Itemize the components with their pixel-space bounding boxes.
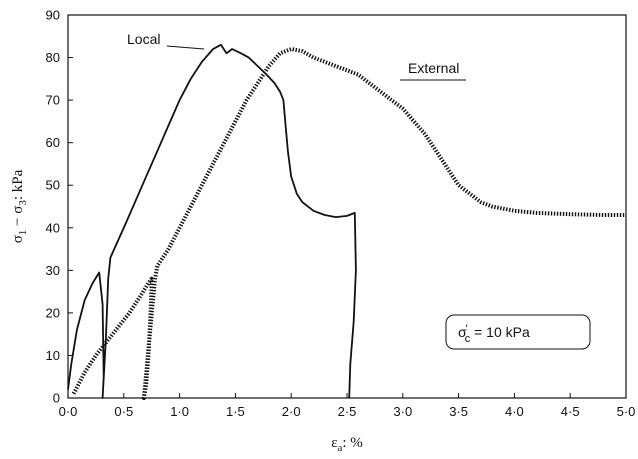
series-labels: Local External — [127, 31, 466, 81]
series-line-local — [67, 43, 357, 399]
y-tick-label: 80 — [46, 50, 60, 65]
local-label: Local — [127, 31, 160, 47]
x-tick-label: 4·5 — [561, 404, 580, 419]
series-line-external — [71, 47, 626, 400]
y-axis-label-p1: σ — [10, 235, 26, 243]
annotation-rect — [445, 314, 591, 350]
x-axis-label: εa: % — [331, 435, 363, 454]
annotation-prime: ′ — [466, 323, 468, 335]
x-axis-label-rest: : % — [342, 435, 362, 451]
y-tick-label: 60 — [46, 135, 60, 150]
y-tick-label: 40 — [46, 220, 60, 235]
y-tick-label: 70 — [46, 93, 60, 108]
y-axis-label-s1: 1 — [17, 230, 29, 236]
x-tick-label: 5·0 — [617, 404, 636, 419]
x-tick-label: 1·0 — [170, 404, 189, 419]
series-group — [67, 43, 626, 400]
x-tick-label: 0·0 — [59, 404, 78, 419]
x-tick-label: 3·5 — [449, 404, 468, 419]
annotation-text: σ′ c = 10 kPa — [458, 323, 530, 345]
y-axis-label-p3: : kPa — [10, 169, 26, 200]
y-tick-label: 0 — [53, 391, 60, 406]
axis-ticks: 0·0 0·5 1·0 1·5 2·0 2·5 3·0 3·5 4·0 4·5 5·0 0 10 20 30… — [46, 8, 636, 420]
y-axis-label-s2: 3 — [17, 200, 29, 206]
x-tick-label: 4·0 — [505, 404, 524, 419]
y-axis-label-p2: − σ — [10, 206, 26, 230]
x-tick-label: 1·5 — [226, 404, 245, 419]
y-axis-label: σ1 − σ3: kPa — [10, 169, 29, 243]
annotation-sigma: σ — [458, 324, 467, 340]
x-tick-label: 2·5 — [338, 404, 357, 419]
external-label: External — [408, 60, 459, 76]
x-tick-label: 3·0 — [393, 404, 412, 419]
annotation-value: = 10 kPa — [470, 324, 530, 340]
x-axis-label-sub: a — [338, 442, 343, 454]
x-axis-label-main: ε — [331, 435, 337, 451]
y-tick-label: 30 — [46, 263, 60, 278]
x-tick-label: 0·5 — [114, 404, 133, 419]
y-tick-label: 10 — [46, 348, 60, 363]
annotation-box: σ′ c = 10 kPa — [445, 314, 591, 350]
local-leader-line — [166, 45, 205, 50]
y-tick-label: 50 — [46, 178, 60, 193]
y-tick-label: 90 — [46, 8, 60, 23]
annotation-sub: c — [465, 333, 471, 345]
x-tick-label: 2·0 — [282, 404, 301, 419]
y-tick-label: 20 — [46, 305, 60, 320]
